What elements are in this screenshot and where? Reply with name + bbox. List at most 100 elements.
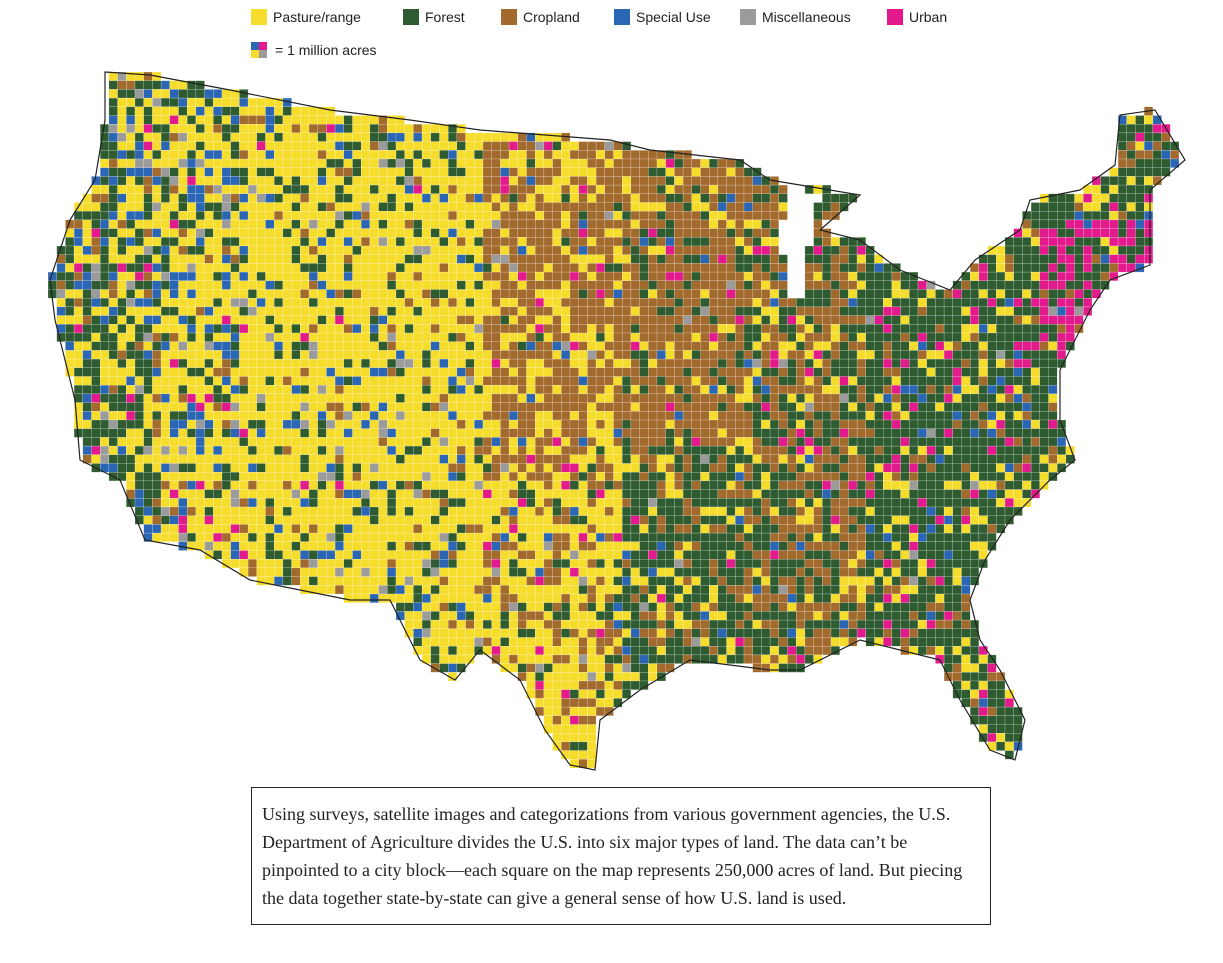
map-cell [743,411,753,421]
map-cell [691,411,701,421]
map-cell [717,184,727,195]
map-cell [500,237,510,247]
map-cell [143,219,153,229]
map-cell [178,193,188,203]
map-cell [726,411,736,421]
map-cell [413,332,423,342]
map-cell [186,437,197,447]
map-cell [91,298,101,308]
map-cell [378,480,388,490]
map-cell [300,472,310,482]
map-cell [604,210,614,221]
map-cell [1100,219,1110,229]
map-cell [822,271,832,282]
map-cell [935,393,945,403]
map-cell [395,219,405,229]
map-cell [978,506,988,516]
map-cell [587,167,597,177]
map-cell [804,472,814,482]
map-cell [82,315,92,325]
map-cell [334,524,345,534]
map-cell [622,210,632,221]
map-cell [404,219,414,229]
map-cell [378,515,388,525]
map-cell [987,428,997,438]
map-cell [256,150,266,160]
map-cell [526,306,536,316]
map-cell [552,489,562,499]
map-cell [1039,315,1049,325]
map-cell [656,289,666,299]
map-cell [639,437,649,447]
map-cell [213,132,223,142]
map-cell [430,132,440,142]
map-cell [561,228,571,238]
map-cell [830,341,840,351]
map-cell [482,193,492,203]
map-cell [796,498,806,508]
map-cell [361,289,371,299]
map-cell [247,376,258,386]
map-cell [369,150,379,160]
map-cell [239,350,249,360]
map-cell [796,315,806,325]
map-cell [474,515,484,525]
map-cell [848,254,858,264]
map-cell [978,489,988,499]
map-cell [178,341,188,351]
map-cell [1065,254,1075,264]
map-cell [535,263,545,273]
map-cell [395,437,405,447]
map-cell [970,332,980,342]
map-cell [134,472,144,482]
map-cell [630,454,640,464]
map-cell [865,385,875,395]
map-cell [387,411,397,421]
map-cell [961,506,971,516]
map-cell [465,463,475,473]
map-cell [883,393,893,403]
map-cell [961,515,971,525]
map-cell [413,324,423,334]
map-cell [604,315,614,325]
map-cell [1013,289,1023,299]
map-cell [404,132,414,142]
map-cell [961,454,971,464]
map-cell [987,358,997,369]
map-cell [143,71,153,81]
map-cell [952,367,962,377]
map-cell [822,315,832,325]
map-cell [274,263,284,273]
map-cell [1091,237,1101,247]
map-cell [169,237,179,247]
map-cell [917,419,927,429]
map-cell [595,472,605,482]
map-cell [674,332,684,342]
map-cell [134,115,144,125]
map-cell [378,150,388,160]
map-cell [848,454,858,464]
map-cell [604,367,614,377]
map-cell [630,445,640,456]
map-cell [456,298,466,308]
map-cell [317,524,327,534]
map-cell [691,228,701,238]
map-cell [134,298,144,308]
map-cell [117,219,127,229]
map-cell [343,350,353,360]
map-cell [1091,254,1101,264]
map-cell [700,489,710,499]
map-cell [230,132,240,142]
map-cell [334,332,345,342]
map-cell [1065,324,1075,334]
map-cell [822,298,832,308]
map-cell [813,402,823,412]
map-cell [561,158,571,168]
map-cell [1143,193,1154,203]
map-cell [622,324,632,334]
map-cell [404,463,414,473]
map-cell [796,445,806,456]
map-cell [465,202,475,212]
map-cell [91,210,101,221]
map-cell [970,437,980,447]
